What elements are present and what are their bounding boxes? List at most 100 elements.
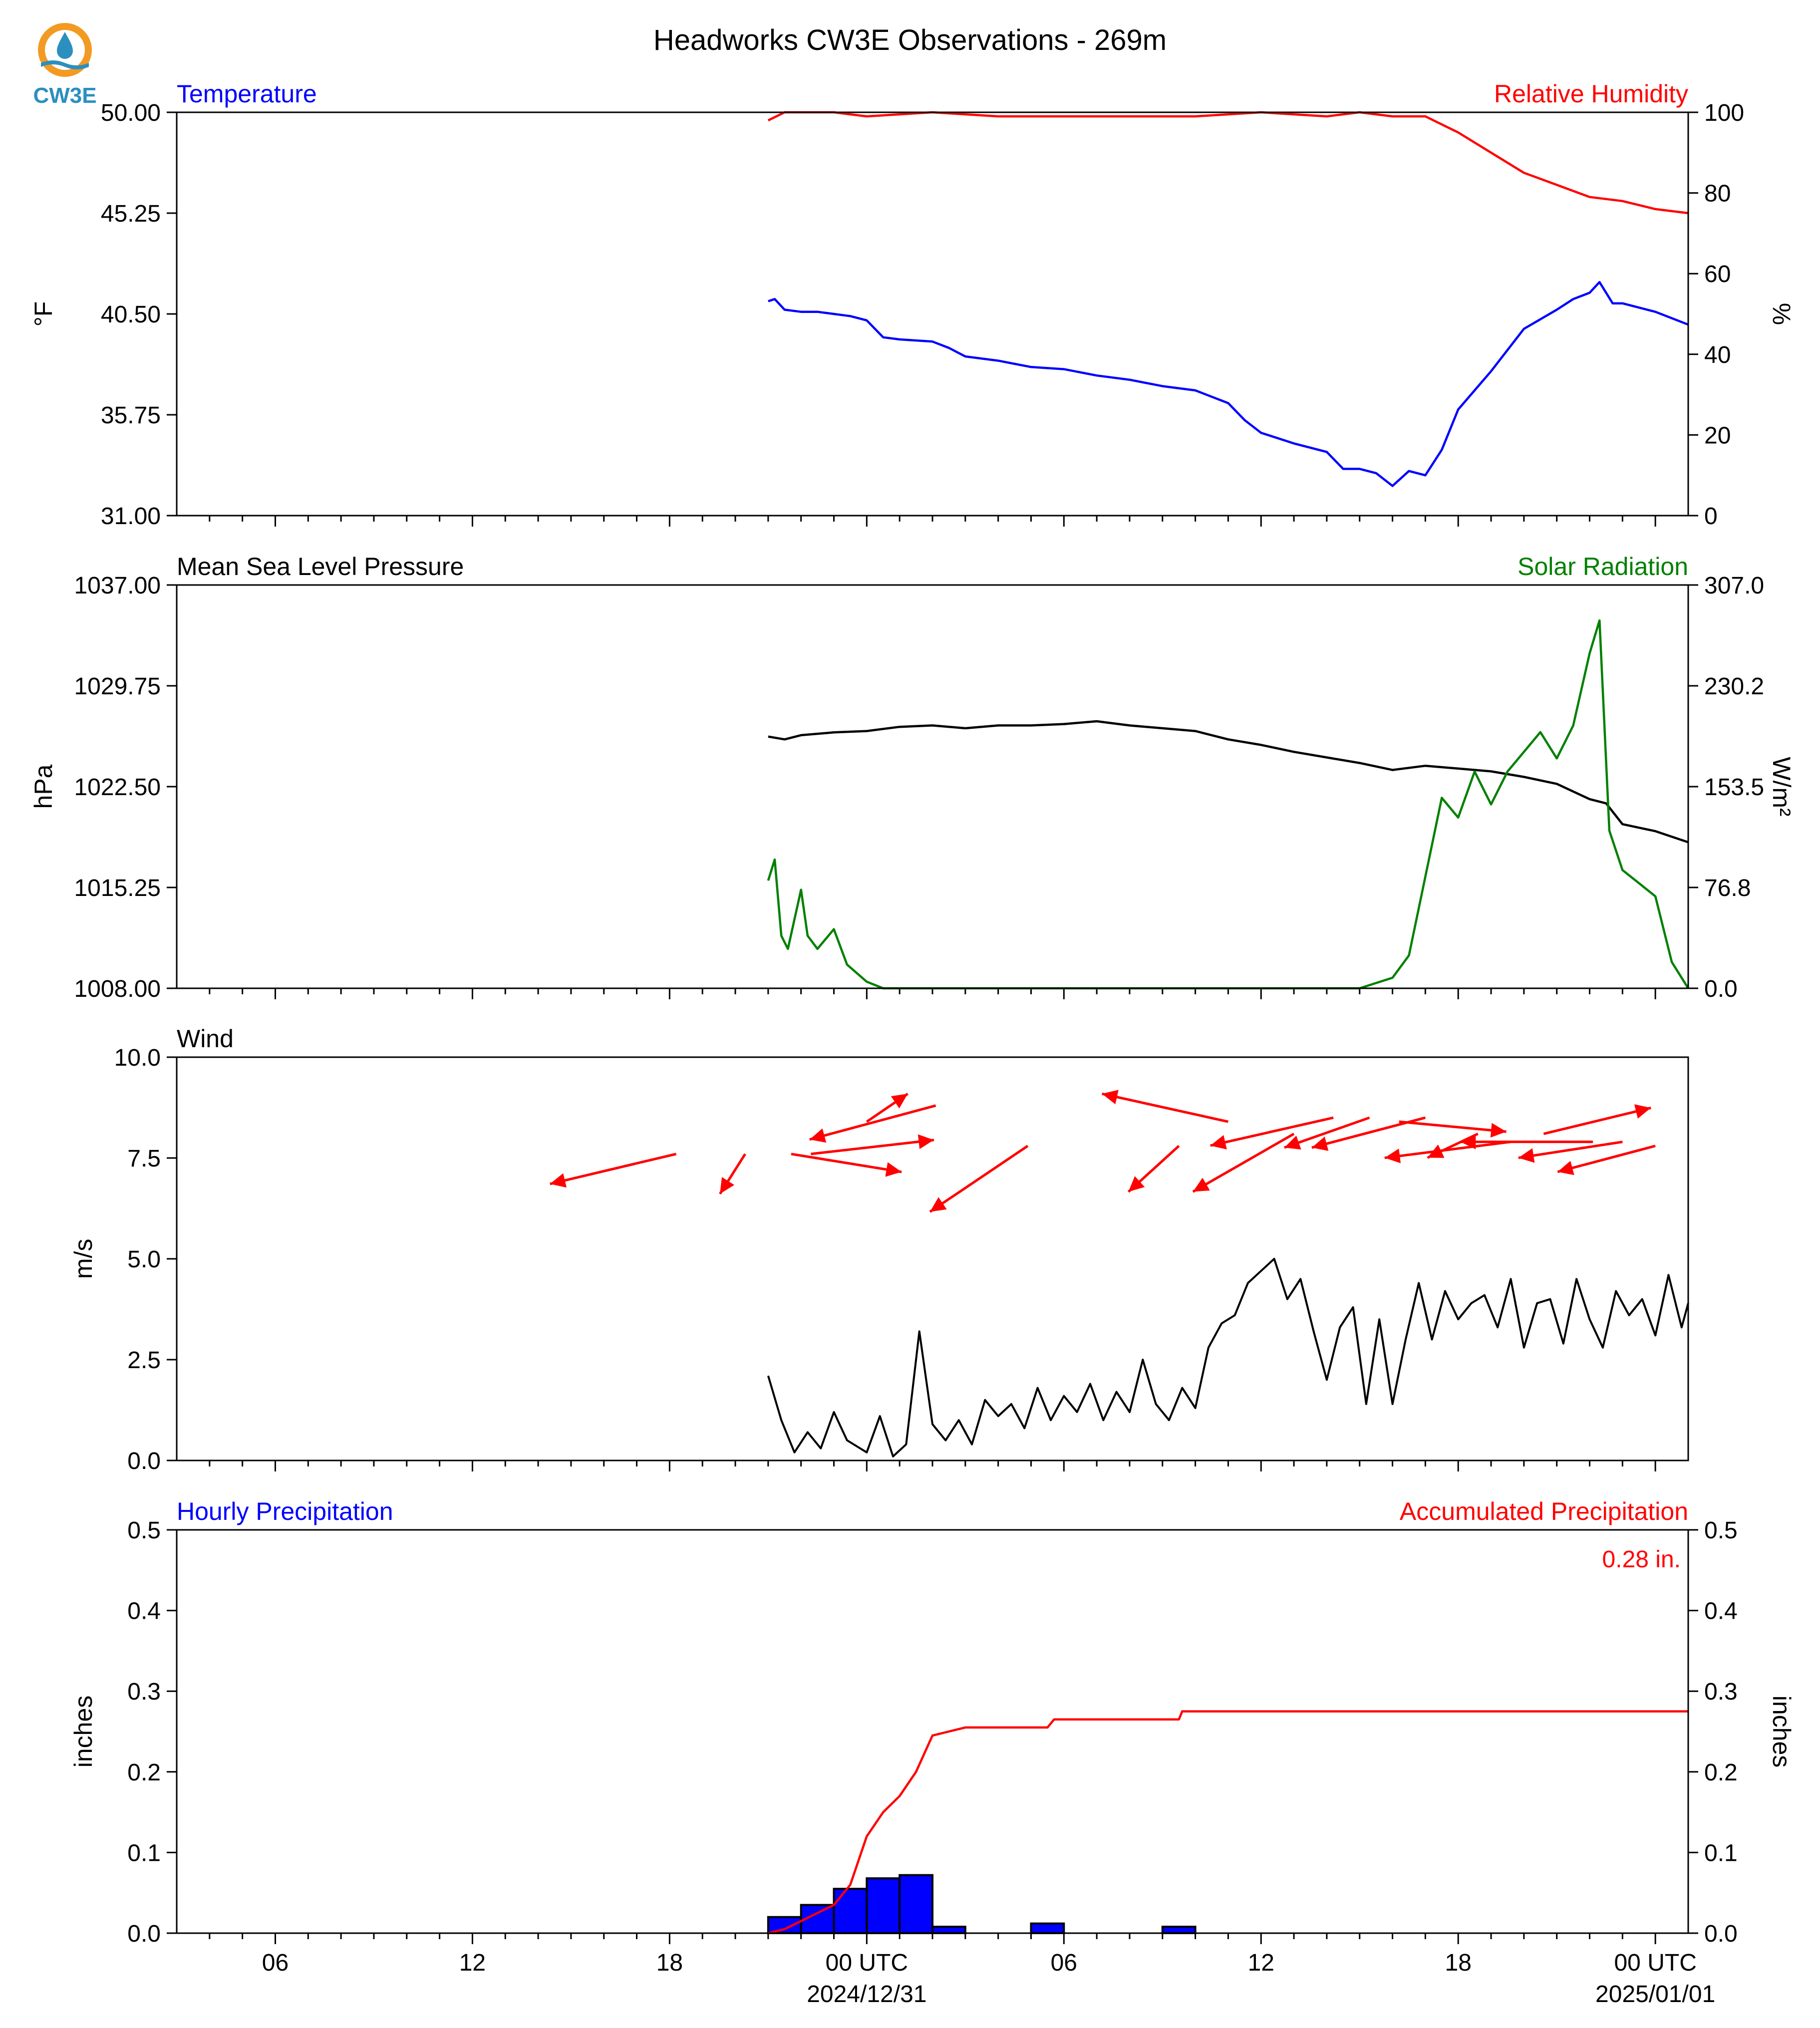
panel-left-title: Wind bbox=[177, 1025, 234, 1053]
wind-arrow-head bbox=[1102, 1090, 1119, 1105]
panel-right-title: Relative Humidity bbox=[1494, 80, 1688, 108]
y-axis-label: °F bbox=[29, 301, 57, 327]
y-tick-label: 1015.25 bbox=[74, 875, 161, 901]
wind-arrow bbox=[1102, 1092, 1228, 1123]
wind-arrow-head bbox=[1128, 1176, 1145, 1192]
x-date-label: 2024/12/31 bbox=[807, 1981, 926, 2008]
wind-arrow bbox=[1557, 1145, 1656, 1173]
y2-tick-label: 0.2 bbox=[1704, 1759, 1738, 1786]
y2-tick-label: 0.4 bbox=[1704, 1598, 1738, 1625]
y-tick-label: 0.1 bbox=[127, 1840, 161, 1866]
wind-arrow bbox=[1384, 1141, 1511, 1159]
plot-frame bbox=[176, 1529, 1689, 1934]
logo-text: CW3E bbox=[33, 83, 96, 106]
y-tick-label: 0.0 bbox=[127, 1448, 161, 1474]
y-axis-label: m/s bbox=[69, 1239, 97, 1279]
y-tick-label: 31.00 bbox=[101, 503, 161, 530]
solar-line bbox=[767, 619, 1689, 990]
wind-arrow bbox=[811, 1139, 934, 1156]
wind-arrow bbox=[791, 1153, 902, 1173]
y2-tick-label: 153.5 bbox=[1704, 774, 1764, 801]
panel-left-title: Temperature bbox=[177, 80, 317, 108]
x-tick-label: 12 bbox=[1248, 1950, 1274, 1976]
plot-frame bbox=[176, 111, 1689, 517]
x-tick-label: 06 bbox=[262, 1950, 289, 1976]
y-axis-label: inches bbox=[69, 1696, 97, 1768]
y2-tick-label: 20 bbox=[1704, 422, 1731, 449]
wind-arrow bbox=[929, 1145, 1029, 1213]
y-tick-label: 0.0 bbox=[127, 1921, 161, 1947]
x-tick-label: 18 bbox=[1445, 1950, 1472, 1976]
y2-tick-label: 0.0 bbox=[1704, 1921, 1738, 1947]
hourly-precip-bar bbox=[833, 1888, 868, 1935]
y2-axis-label: W/m² bbox=[1768, 757, 1796, 816]
wind-arrow-head bbox=[1557, 1160, 1574, 1175]
y-tick-label: 5.0 bbox=[127, 1246, 161, 1273]
panel-precipitation: 06 12 18 00 UTC 2024/12/31 06 12 18 00 UTC 2025/0… bbox=[69, 1497, 1796, 2008]
wind-arrow-head bbox=[1311, 1137, 1329, 1151]
wind-arrow-head bbox=[1460, 1134, 1476, 1150]
wind-arrow-head bbox=[929, 1197, 947, 1212]
x-tick-label: 06 bbox=[1051, 1950, 1077, 1976]
y2-tick-label: 80 bbox=[1704, 181, 1731, 207]
y-tick-label: 40.50 bbox=[101, 301, 161, 328]
wind-arrow-head bbox=[1210, 1135, 1227, 1150]
y2-axis-label: inches bbox=[1768, 1696, 1796, 1768]
wind-arrow-head bbox=[720, 1177, 735, 1194]
wind-arrow bbox=[1399, 1120, 1507, 1133]
panel-right-title: Solar Radiation bbox=[1517, 553, 1688, 580]
y2-tick-label: 0.1 bbox=[1704, 1840, 1738, 1866]
hourly-precip-bar bbox=[1030, 1922, 1065, 1934]
figure-title: Headworks CW3E Observations - 269m bbox=[653, 24, 1167, 56]
y2-tick-label: 60 bbox=[1704, 261, 1731, 288]
wind-arrow-head bbox=[1384, 1149, 1401, 1163]
wind-arrow bbox=[1210, 1116, 1334, 1147]
wind-arrow-head bbox=[1284, 1136, 1301, 1150]
y2-tick-label: 100 bbox=[1704, 100, 1744, 126]
y-tick-label: 1008.00 bbox=[74, 976, 161, 1002]
wind-arrow bbox=[1543, 1107, 1651, 1135]
wind-arrow-head bbox=[1490, 1123, 1507, 1138]
wind-arrow bbox=[1311, 1116, 1426, 1149]
hourly-precip-bar bbox=[1161, 1926, 1197, 1935]
total-precip-label: 0.28 in. bbox=[1602, 1546, 1681, 1573]
hourly-precip-bar bbox=[866, 1877, 901, 1935]
y-tick-label: 0.4 bbox=[127, 1598, 161, 1625]
hourly-precip-bar bbox=[767, 1916, 802, 1934]
y2-tick-label: 230.2 bbox=[1704, 673, 1764, 700]
y2-tick-label: 40 bbox=[1704, 342, 1731, 368]
y-tick-label: 45.25 bbox=[101, 201, 161, 227]
panel-left-title: Hourly Precipitation bbox=[177, 1497, 393, 1525]
panel-pressure_solar: 1008.00 1015.25 1022.50 1029.75 1037.00 0.0 76… bbox=[29, 553, 1796, 1002]
y-tick-label: 1037.00 bbox=[74, 573, 161, 599]
y-tick-label: 2.5 bbox=[127, 1347, 161, 1374]
x-date-label: 2025/01/01 bbox=[1595, 1981, 1715, 2008]
wind-arrow bbox=[1518, 1141, 1623, 1159]
y2-tick-label: 307.0 bbox=[1704, 573, 1764, 599]
wind-arrow-head bbox=[550, 1173, 567, 1188]
pressure-line bbox=[768, 720, 1689, 844]
plot-frame bbox=[176, 584, 1689, 989]
panel-right-title: Accumulated Precipitation bbox=[1400, 1497, 1688, 1525]
x-tick-label: 12 bbox=[459, 1950, 486, 1976]
y2-tick-label: 0.0 bbox=[1704, 976, 1738, 1002]
x-tick-label: 00 UTC bbox=[826, 1950, 908, 1976]
y2-tick-label: 76.8 bbox=[1704, 875, 1751, 901]
wind-arrow-head bbox=[917, 1134, 934, 1150]
wind-arrow bbox=[550, 1153, 677, 1185]
temperature-line bbox=[768, 281, 1689, 487]
y-tick-label: 50.00 bbox=[101, 100, 161, 126]
wind-arrow-head bbox=[891, 1094, 908, 1109]
accumulated-precip-line bbox=[768, 1710, 1688, 1935]
cw3e-logo: CW3E bbox=[30, 19, 100, 108]
wind-arrow-head bbox=[1193, 1177, 1210, 1192]
humidity-line bbox=[767, 111, 1689, 215]
panel-wind: 0.0 2.5 5.0 7.5 10.0 Wind m/s bbox=[69, 1025, 1689, 1474]
y-tick-label: 0.5 bbox=[127, 1517, 161, 1544]
wind-arrow bbox=[1192, 1133, 1295, 1193]
x-tick-label: 18 bbox=[656, 1950, 683, 1976]
wind-arrow-head bbox=[809, 1128, 827, 1143]
hourly-precip-bar bbox=[899, 1874, 934, 1934]
y-tick-label: 7.5 bbox=[127, 1146, 161, 1172]
